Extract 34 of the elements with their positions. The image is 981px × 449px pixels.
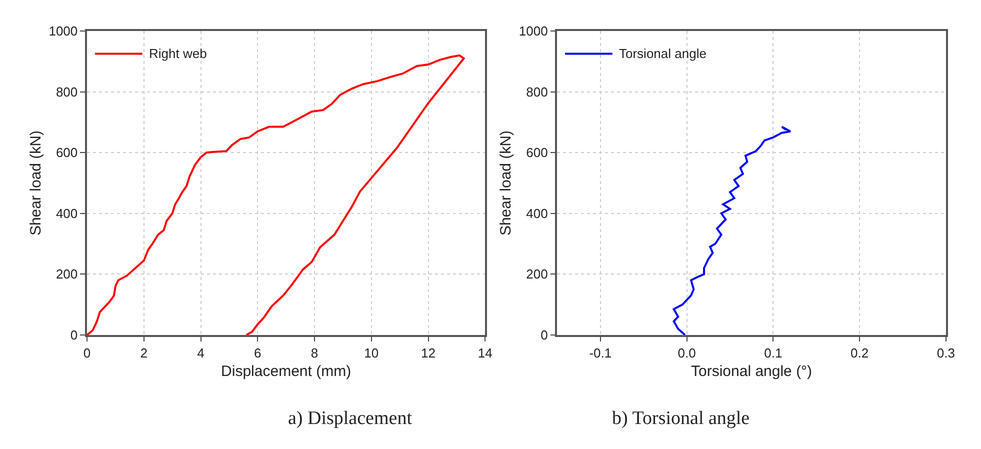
x-tick-label: -0.1 bbox=[589, 345, 612, 360]
x-tick-label: 4 bbox=[197, 345, 204, 360]
text: b) Torsional angle bbox=[612, 408, 750, 429]
y-tick-label: 400 bbox=[56, 206, 78, 221]
x-axis-title: Torsional angle (°) bbox=[691, 362, 812, 380]
text: a) Displacement bbox=[288, 408, 413, 429]
x-axis-title: Displacement (mm) bbox=[221, 362, 352, 380]
y-tick-label: 1000 bbox=[48, 24, 78, 39]
line-series bbox=[672, 126, 792, 335]
x-tick-label: 8 bbox=[310, 345, 318, 360]
x-tick-label: 12 bbox=[421, 345, 436, 360]
y-tick-label: 400 bbox=[526, 206, 548, 221]
x-tick-label: 0.2 bbox=[850, 345, 869, 360]
x-tick-label: 14 bbox=[478, 345, 492, 360]
y-axis-title: Shear load (kN) bbox=[498, 130, 515, 236]
x-tick-label: 0 bbox=[83, 345, 91, 360]
legend-label: Torsional angle bbox=[619, 46, 706, 61]
y-tick-label: 200 bbox=[526, 266, 548, 282]
x-tick-label: 0.1 bbox=[764, 345, 782, 360]
y-tick-label: 1000 bbox=[518, 24, 548, 39]
x-tick-label: 6 bbox=[254, 345, 262, 360]
y-axis-title: Shear load (kN) bbox=[27, 130, 44, 236]
x-tick-label: 0.0 bbox=[678, 345, 696, 360]
y-tick-label: 600 bbox=[526, 145, 548, 160]
y-tick-label: 800 bbox=[526, 84, 548, 100]
y-tick-label: 600 bbox=[56, 145, 78, 160]
x-tick-label: 2 bbox=[140, 345, 148, 360]
y-tick-label: 0 bbox=[540, 328, 548, 343]
x-tick-label: 10 bbox=[364, 345, 379, 360]
y-tick-label: 200 bbox=[56, 266, 78, 282]
y-tick-label: 800 bbox=[56, 84, 78, 100]
y-tick-label: 0 bbox=[70, 328, 78, 343]
legend-label: Right web bbox=[149, 46, 207, 61]
x-tick-label: 0.3 bbox=[936, 345, 955, 360]
